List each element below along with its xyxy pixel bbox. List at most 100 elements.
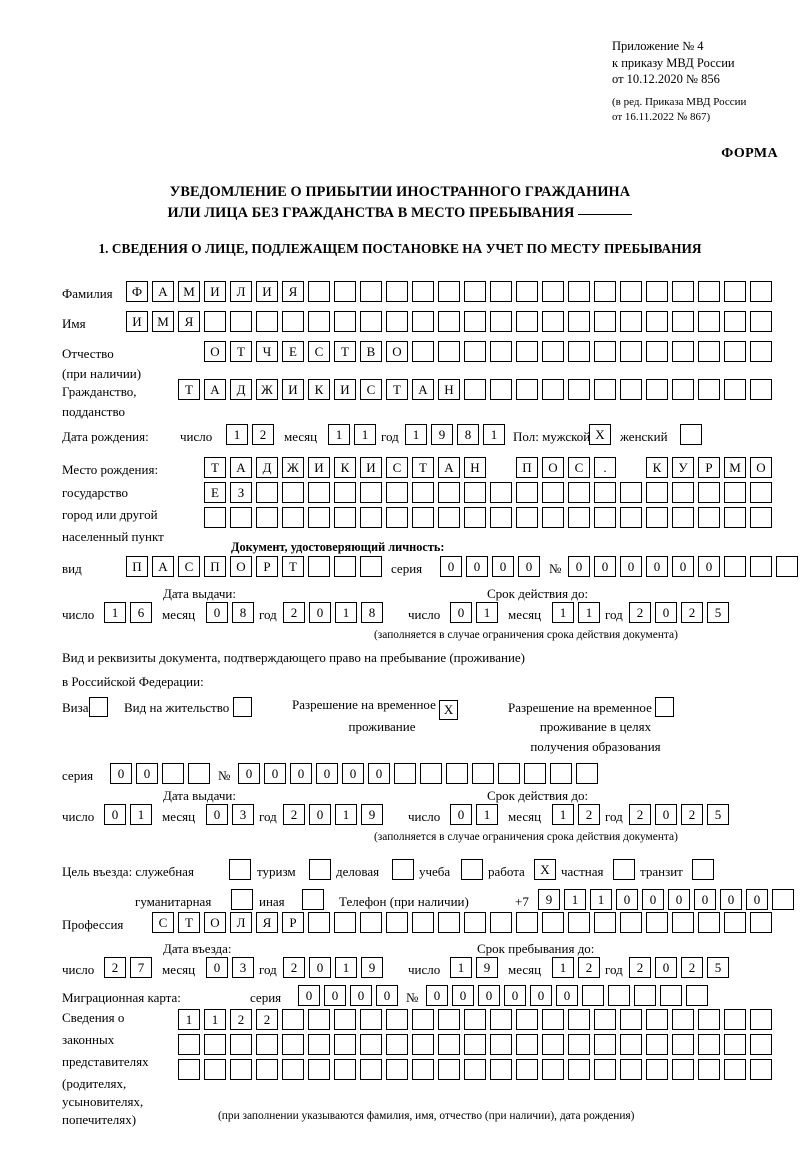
comb-cell[interactable] [568, 281, 590, 302]
comb-cell[interactable]: 2 [629, 957, 651, 978]
comb-cell[interactable] [594, 912, 616, 933]
comb-cell[interactable]: П [204, 556, 226, 577]
comb-cell[interactable] [282, 482, 304, 503]
comb-cell[interactable] [360, 482, 382, 503]
comb-cell[interactable]: 5 [707, 957, 729, 978]
comb-cell[interactable]: Ж [282, 457, 304, 478]
comb-cell[interactable] [204, 311, 226, 332]
comb-cell[interactable] [542, 1059, 564, 1080]
comb-cell[interactable] [334, 482, 356, 503]
comb-cell[interactable]: Ф [126, 281, 148, 302]
comb-cell[interactable]: Е [282, 341, 304, 362]
comb-cell[interactable] [772, 889, 794, 910]
comb-cell[interactable]: 0 [290, 763, 312, 784]
comb-cell[interactable] [576, 763, 598, 784]
comb-cell[interactable]: 3 [232, 804, 254, 825]
comb-cell[interactable] [204, 1034, 226, 1055]
comb-cell[interactable] [178, 1059, 200, 1080]
comb-cell[interactable] [490, 457, 512, 478]
comb-cell[interactable] [438, 1059, 460, 1080]
comb-cell[interactable] [464, 482, 486, 503]
comb-cell[interactable] [672, 341, 694, 362]
comb-cell[interactable]: С [178, 556, 200, 577]
comb-cell[interactable]: 2 [256, 1009, 278, 1030]
comb-cell[interactable] [308, 1009, 330, 1030]
comb-cell[interactable] [490, 311, 512, 332]
comb-cell[interactable]: X [534, 859, 556, 880]
comb-cell[interactable] [360, 556, 382, 577]
comb-cell[interactable] [568, 341, 590, 362]
comb-cell[interactable] [412, 1034, 434, 1055]
comb-cell[interactable] [568, 1034, 590, 1055]
comb-cell[interactable]: 2 [230, 1009, 252, 1030]
comb-cell[interactable]: Д [256, 457, 278, 478]
comb-cell[interactable]: И [204, 281, 226, 302]
comb-cell[interactable]: 0 [324, 985, 346, 1006]
comb-cell[interactable] [646, 379, 668, 400]
comb-cell[interactable] [672, 1034, 694, 1055]
comb-cell[interactable] [724, 1009, 746, 1030]
comb-cell[interactable] [516, 341, 538, 362]
comb-cell[interactable] [698, 1009, 720, 1030]
comb-cell[interactable]: 1 [552, 602, 574, 623]
comb-cell[interactable] [490, 912, 512, 933]
comb-cell[interactable]: О [230, 556, 252, 577]
comb-cell[interactable] [334, 1009, 356, 1030]
comb-cell[interactable] [334, 311, 356, 332]
comb-cell[interactable] [724, 556, 746, 577]
comb-cell[interactable] [438, 1034, 460, 1055]
comb-cell[interactable] [724, 311, 746, 332]
comb-cell[interactable] [490, 482, 512, 503]
comb-cell[interactable] [776, 556, 798, 577]
comb-cell[interactable] [386, 1059, 408, 1080]
comb-cell[interactable]: 0 [206, 602, 228, 623]
comb-cell[interactable]: 0 [694, 889, 716, 910]
comb-cell[interactable]: О [204, 341, 226, 362]
comb-cell[interactable] [230, 311, 252, 332]
comb-cell[interactable] [613, 859, 635, 880]
comb-cell[interactable]: 0 [452, 985, 474, 1006]
comb-cell[interactable] [256, 507, 278, 528]
comb-cell[interactable]: З [230, 482, 252, 503]
comb-cell[interactable] [672, 379, 694, 400]
comb-cell[interactable] [490, 1034, 512, 1055]
comb-cell[interactable]: 0 [350, 985, 372, 1006]
comb-cell[interactable] [698, 1059, 720, 1080]
comb-cell[interactable]: К [308, 379, 330, 400]
comb-cell[interactable] [412, 482, 434, 503]
comb-cell[interactable] [594, 281, 616, 302]
comb-cell[interactable] [412, 507, 434, 528]
comb-cell[interactable]: Р [256, 556, 278, 577]
comb-cell[interactable] [750, 482, 772, 503]
comb-cell[interactable]: . [594, 457, 616, 478]
comb-cell[interactable] [438, 912, 460, 933]
comb-cell[interactable] [698, 507, 720, 528]
comb-cell[interactable]: П [516, 457, 538, 478]
comb-cell[interactable] [438, 507, 460, 528]
comb-cell[interactable]: 0 [646, 556, 668, 577]
comb-cell[interactable] [524, 763, 546, 784]
comb-cell[interactable] [620, 457, 642, 478]
comb-cell[interactable] [594, 482, 616, 503]
comb-cell[interactable]: 0 [342, 763, 364, 784]
comb-cell[interactable]: 2 [283, 804, 305, 825]
comb-cell[interactable]: Я [282, 281, 304, 302]
comb-cell[interactable] [464, 912, 486, 933]
comb-cell[interactable]: 1 [564, 889, 586, 910]
comb-cell[interactable]: И [126, 311, 148, 332]
comb-cell[interactable] [516, 281, 538, 302]
comb-cell[interactable] [646, 341, 668, 362]
comb-cell[interactable] [680, 424, 702, 445]
comb-cell[interactable]: X [589, 424, 611, 445]
